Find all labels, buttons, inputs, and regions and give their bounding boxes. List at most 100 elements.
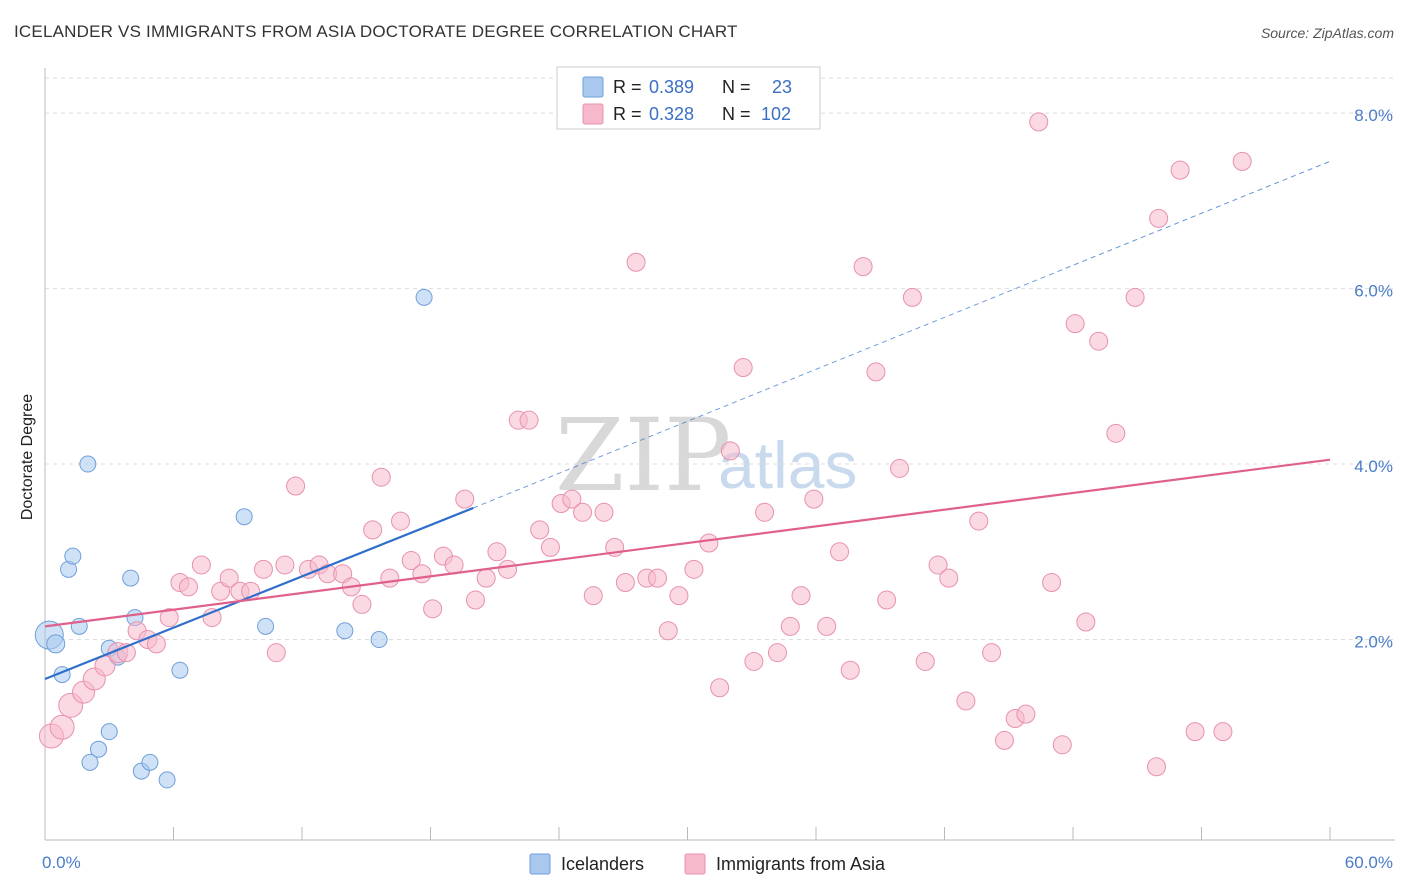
asia-point-50: [573, 502, 593, 522]
y-tick-label-2: 6.0%: [1354, 282, 1393, 301]
asia-point-98: [1170, 160, 1190, 180]
asia-point-41: [476, 568, 496, 588]
asia-point-17: [219, 568, 239, 588]
icelander-point-6: [79, 455, 97, 473]
asia-point-14: [191, 555, 211, 575]
asia-point-72: [830, 542, 850, 562]
axes: 2.0% 4.0% 6.0% 8.0% 0.0% 60.0%: [42, 68, 1395, 872]
asia-point-73: [840, 660, 860, 680]
asia-point-97: [1149, 208, 1169, 228]
asia-point-68: [780, 616, 800, 636]
asia-point-62: [710, 678, 730, 698]
asia-point-31: [371, 467, 391, 487]
asia-point-94: [1106, 423, 1126, 443]
asia-point-40: [465, 590, 485, 610]
icelander-trend-line: [44, 506, 474, 681]
asia-point-70: [804, 489, 824, 509]
icelander-point-4: [64, 547, 82, 565]
asia-point-33: [391, 511, 411, 531]
asia-point-89: [1042, 572, 1062, 592]
asia-point-76: [877, 590, 897, 610]
asia-point-30: [363, 520, 383, 540]
asia-point-101: [1232, 151, 1252, 171]
asia-point-11: [159, 608, 179, 628]
asia-point-88: [1029, 112, 1049, 132]
asia-point-51: [583, 586, 603, 606]
asia-point-42: [487, 542, 507, 562]
icelander-point-7: [81, 753, 99, 771]
asia-point-66: [755, 502, 775, 522]
gridlines: [45, 77, 1395, 641]
asia-point-20: [253, 559, 273, 579]
bottom-legend-swatch-asia: [684, 853, 706, 875]
series-legend: Icelanders Immigrants from Asia: [529, 853, 886, 875]
legend-n-value-icelanders: 23: [772, 77, 792, 97]
asia-point-22: [275, 555, 295, 575]
asia-point-21: [266, 643, 286, 663]
icelander-point-19: [257, 617, 275, 635]
asia-point-80: [928, 555, 948, 575]
data-points: [34, 112, 1252, 789]
icelander-point-21: [370, 631, 388, 649]
asia-point-93: [1089, 331, 1109, 351]
asia-point-16: [211, 581, 231, 601]
x-tick-label-0: 0.0%: [42, 853, 81, 872]
asia-point-74: [853, 257, 873, 277]
icelander-point-15: [141, 753, 159, 771]
icelander-point-20: [336, 622, 354, 640]
asia-point-85: [994, 730, 1014, 750]
chart-title: ICELANDER VS IMMIGRANTS FROM ASIA DOCTOR…: [14, 22, 738, 41]
asia-point-96: [1147, 757, 1167, 777]
asia-point-38: [444, 555, 464, 575]
asia-point-100: [1213, 722, 1233, 742]
legend-n-value-asia: 102: [761, 104, 791, 124]
asia-point-23: [286, 476, 306, 496]
asia-point-13: [178, 577, 198, 597]
asia-point-63: [720, 441, 740, 461]
asia-point-83: [969, 511, 989, 531]
asia-point-29: [352, 594, 372, 614]
asia-point-54: [615, 572, 635, 592]
asia-point-67: [767, 643, 787, 663]
asia-point-61: [699, 533, 719, 553]
asia-point-45: [519, 410, 539, 430]
icelander-point-18: [235, 508, 253, 526]
source-credit: Source: ZipAtlas.com: [1260, 25, 1394, 41]
asia-point-43: [498, 559, 518, 579]
asia-point-99: [1185, 722, 1205, 742]
asia-point-87: [1016, 704, 1036, 724]
asia-point-69: [791, 586, 811, 606]
y-tick-label-3: 8.0%: [1354, 106, 1393, 125]
legend-r-value-icelanders: 0.389: [649, 77, 694, 97]
asia-point-81: [939, 568, 959, 588]
legend-n-label-asia: N =: [722, 104, 751, 124]
asia-point-64: [733, 358, 753, 378]
icelander-trend-extension: [473, 160, 1331, 509]
asia-point-47: [540, 537, 560, 557]
asia-point-77: [890, 458, 910, 478]
icelander-point-17: [171, 661, 189, 679]
asia-point-75: [866, 362, 886, 382]
asia-point-65: [744, 651, 764, 671]
asia-point-57: [648, 568, 668, 588]
icelander-point-8: [90, 740, 108, 758]
legend-swatch-icelanders: [582, 76, 604, 98]
icelander-point-9: [100, 723, 118, 741]
icelander-point-22: [415, 288, 433, 306]
asia-point-52: [594, 502, 614, 522]
trend-lines: [44, 160, 1331, 681]
asia-point-82: [956, 691, 976, 711]
asia-point-49: [562, 489, 582, 509]
stats-legend: R = 0.389 N = 23 R = 0.328 N = 102: [556, 66, 821, 130]
asia-point-91: [1065, 314, 1085, 334]
asia-point-1: [49, 714, 75, 740]
asia-point-58: [658, 621, 678, 641]
watermark-zip: ZIP: [555, 397, 731, 514]
icelander-point-1: [46, 634, 66, 654]
bottom-legend-label-asia: Immigrants from Asia: [716, 854, 886, 874]
bottom-legend-swatch-icelanders: [529, 853, 551, 875]
legend-n-label-icelanders: N =: [722, 77, 751, 97]
asia-point-95: [1125, 287, 1145, 307]
y-tick-label-1: 4.0%: [1354, 457, 1393, 476]
